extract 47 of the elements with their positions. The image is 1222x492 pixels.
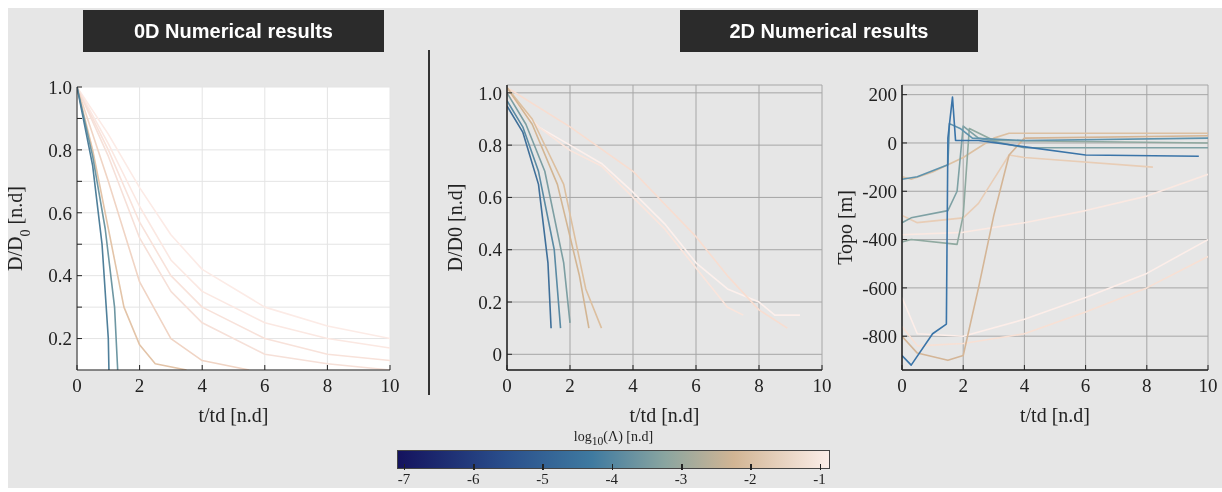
y-tick-label: 1.0: [478, 82, 502, 104]
y-axis-title: D/D0 [n.d]: [444, 183, 466, 272]
y-tick-label: 0: [887, 132, 897, 154]
x-tick-label: 8: [754, 375, 764, 397]
x-tick-label: 10: [812, 375, 832, 397]
x-tick-label: 10: [1198, 375, 1218, 397]
color-bar-label: -3: [673, 470, 689, 488]
y-tick-label: 0.8: [478, 134, 502, 156]
y-tick-label: -600: [862, 277, 897, 299]
y-tick-label: 0.6: [478, 187, 502, 209]
y-tick-label: -800: [862, 325, 897, 347]
x-tick-label: 4: [1019, 375, 1030, 397]
x-tick-label: 2: [958, 375, 968, 397]
y-tick-label: 0.2: [48, 328, 72, 350]
color-bar-label: -4: [604, 470, 619, 488]
y-tick-label: 1.0: [48, 76, 72, 98]
y-tick-label: -400: [862, 229, 897, 251]
chart-title: 2D Numerical results: [680, 10, 978, 52]
x-tick-label: 4: [628, 375, 639, 397]
x-tick-label: 8: [322, 375, 333, 397]
y-tick-label: 0.4: [478, 239, 503, 261]
color-bar-label: -5: [535, 470, 550, 488]
color-bar-title: log$_{10}$(Λ) [n.d]: [572, 428, 655, 450]
x-tick-label: 8: [1142, 375, 1152, 397]
color-bar-label: -6: [465, 470, 481, 488]
x-tick-label: 2: [134, 375, 145, 397]
x-tick-label: 6: [1080, 375, 1091, 397]
x-axis-title: t/td [n.d]: [198, 404, 269, 426]
color-bar-label: -2: [743, 470, 758, 488]
y-axis-title: Topo [m]: [834, 190, 857, 265]
y-tick-label: 0.2: [478, 291, 502, 313]
y-tick-label: 0: [492, 344, 502, 366]
x-tick-label: 6: [260, 375, 270, 397]
x-tick-label: 4: [197, 375, 208, 397]
x-tick-label: 10: [380, 375, 400, 397]
y-tick-label: 0.8: [48, 139, 72, 161]
x-axis-title: t/td [n.d]: [1020, 404, 1090, 426]
y-tick-label: 0.6: [48, 202, 72, 224]
x-tick-label: 2: [565, 375, 575, 397]
x-axis-title: t/td [n.d]: [629, 404, 700, 426]
y-tick-label: 200: [868, 84, 897, 106]
color-bar-label: -1: [812, 470, 827, 488]
chart-title: 0D Numerical results: [83, 10, 384, 52]
y-tick-label: -200: [862, 181, 897, 203]
x-tick-label: 6: [691, 375, 701, 397]
color-bar-label: -7: [396, 470, 412, 488]
y-tick-label: 0.4: [48, 265, 73, 287]
